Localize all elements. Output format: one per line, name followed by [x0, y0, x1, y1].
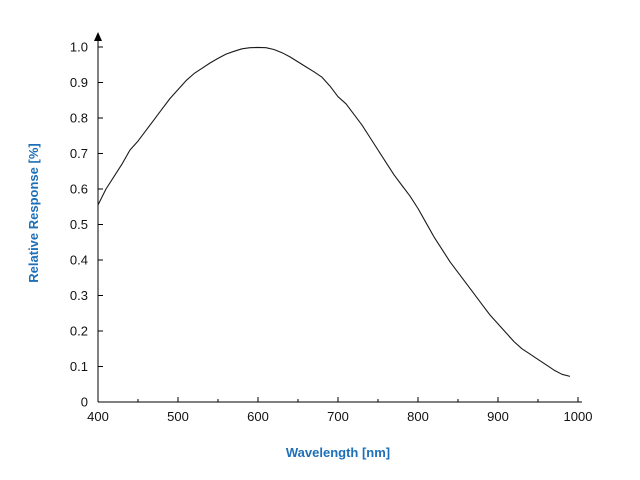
series-line: [97, 46, 571, 377]
x-axis: 400 500 600 700 800 900 1000: [87, 397, 592, 424]
x-tick-label: 900: [487, 409, 509, 424]
y-axis-title: Relative Response [%]: [26, 143, 41, 282]
y-tick-label: 0.1: [70, 359, 88, 374]
x-tick-label: 400: [87, 409, 109, 424]
x-tick-label: 800: [407, 409, 429, 424]
x-tick-label: 600: [247, 409, 269, 424]
y-tick-label: 1.0: [70, 40, 88, 55]
x-tick-label: 500: [167, 409, 189, 424]
y-tick-label: 0.5: [70, 217, 88, 232]
x-axis-title: Wavelength [nm]: [286, 445, 390, 460]
series-group: [97, 46, 571, 377]
y-tick-label: 0.4: [70, 253, 88, 268]
y-tick-label: 0.3: [70, 288, 88, 303]
y-tick-label: 0.9: [70, 75, 88, 90]
x-tick-label: 700: [327, 409, 349, 424]
y-axis-arrow: [94, 32, 102, 41]
y-tick-label: 0.2: [70, 324, 88, 339]
y-tick-label: 0.8: [70, 111, 88, 126]
y-tick-label: 0.6: [70, 182, 88, 197]
y-tick-label: 0: [81, 395, 88, 410]
y-axis: 0 0.1 0.2 0.3 0.4 0.5 0.6 0.7 0.8 0.9 1.0: [70, 32, 103, 410]
y-tick-label: 0.7: [70, 146, 88, 161]
x-tick-label: 1000: [564, 409, 593, 424]
